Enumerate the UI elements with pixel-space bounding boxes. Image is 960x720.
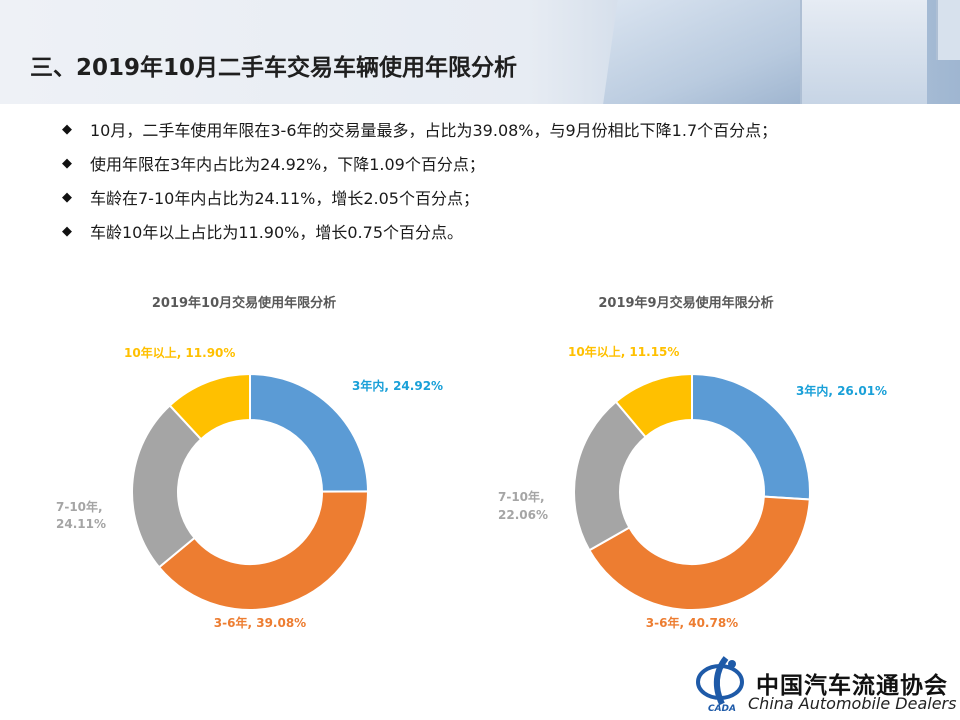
chart-title: 2019年9月交易使用年限分析	[598, 295, 773, 311]
header-decoration	[936, 0, 960, 60]
header-banner: 三、2019年10月二手车交易车辆使用年限分析	[0, 0, 960, 104]
donut-slice-3-6-years	[587, 495, 811, 611]
bullet-item: ◆ 10月，二手车使用年限在3-6年的交易量最多，占比为39.08%，与9月份相…	[62, 112, 942, 146]
september-donut-chart: 2019年9月交易使用年限分析 3年内, 26.01% 3-6年, 40.78%…	[472, 282, 912, 642]
donut-slice-over-10-years	[614, 372, 693, 439]
chart-title: 2019年10月交易使用年限分析	[152, 295, 336, 311]
slice-label-7-10-years-value: 24.11%	[56, 517, 106, 531]
footer-branding: CADA 中国汽车流通协会 China Automobile Dealers	[690, 652, 960, 720]
diamond-bullet-icon: ◆	[62, 223, 72, 239]
slice-label-under-3-years: 3年内, 26.01%	[796, 383, 887, 398]
slice-label-7-10-years-value: 22.06%	[498, 508, 548, 522]
slice-label-over-10-years: 10年以上, 11.90%	[124, 345, 235, 360]
diamond-bullet-icon: ◆	[62, 121, 72, 137]
slice-label-3-6-years: 3-6年, 39.08%	[214, 615, 306, 630]
cada-logo-icon: CADA	[696, 656, 744, 714]
organization-name-cn: 中国汽车流通协会	[756, 673, 948, 699]
donut-slice-over-10-years	[168, 372, 251, 441]
header-decoration	[599, 0, 821, 104]
donut-slice-3-6-years	[157, 490, 369, 611]
bullet-text: 使用年限在3年内占比为24.92%，下降1.09个百分点；	[90, 155, 485, 174]
slice-label-7-10-years: 7-10年,	[56, 499, 103, 514]
bullet-item: ◆ 车龄在7-10年内占比为24.11%，增长2.05个百分点；	[62, 180, 942, 214]
bullet-item: ◆ 车龄10年以上占比为11.90%，增长0.75个百分点。	[62, 214, 942, 248]
slice-label-7-10-years: 7-10年,	[498, 489, 545, 504]
diamond-bullet-icon: ◆	[62, 155, 72, 171]
donut-slice-under-3-years	[249, 372, 370, 493]
page-title: 三、2019年10月二手车交易车辆使用年限分析	[30, 55, 518, 81]
bullet-list: ◆ 10月，二手车使用年限在3-6年的交易量最多，占比为39.08%，与9月份相…	[62, 112, 942, 248]
slice-label-3-6-years: 3-6年, 40.78%	[646, 615, 738, 630]
slice-label-under-3-years: 3年内, 24.92%	[352, 378, 443, 393]
slice-label-over-10-years: 10年以上, 11.15%	[568, 344, 679, 359]
logo-text: CADA	[708, 704, 736, 714]
donut-slice-under-3-years	[691, 372, 811, 501]
organization-name-en: China Automobile Dealers	[748, 694, 957, 713]
diamond-bullet-icon: ◆	[62, 189, 72, 205]
bullet-text: 10月，二手车使用年限在3-6年的交易量最多，占比为39.08%，与9月份相比下…	[90, 121, 778, 140]
bullet-text: 车龄10年以上占比为11.90%，增长0.75个百分点。	[90, 223, 463, 242]
bullet-item: ◆ 使用年限在3年内占比为24.92%，下降1.09个百分点；	[62, 146, 942, 180]
bullet-text: 车龄在7-10年内占比为24.11%，增长2.05个百分点；	[90, 189, 479, 208]
october-donut-chart: 2019年10月交易使用年限分析 3年内, 24.92% 3-6年, 39.08…	[30, 282, 470, 642]
header-decoration	[800, 0, 927, 104]
